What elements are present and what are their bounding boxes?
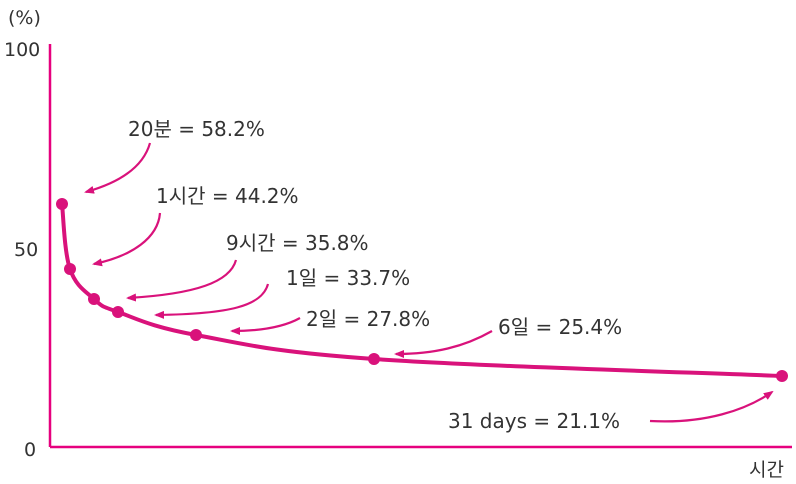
annotation-arrow [649, 390, 774, 423]
annotation-arrow [394, 330, 493, 358]
data-label: 20분 = 58.2% [128, 117, 265, 141]
data-point [190, 329, 202, 341]
data-point [112, 306, 124, 318]
annotation-arrow [92, 212, 162, 267]
data-label: 1시간 = 44.2% [156, 184, 299, 208]
y-tick-label: 50 [14, 239, 38, 261]
annotation-arrow [84, 142, 152, 194]
annotation-arrow [230, 317, 301, 335]
data-label: 9시간 = 35.8% [226, 231, 369, 255]
y-axis-label: (%) [8, 7, 41, 29]
data-label: 1일 = 33.7% [286, 266, 410, 290]
data-label: 2일 = 27.8% [306, 307, 430, 331]
data-point [368, 353, 380, 365]
data-point [56, 198, 68, 210]
annotation-arrow [154, 283, 270, 319]
annotation-arrow [126, 259, 238, 302]
data-point [776, 370, 788, 382]
data-label: 6일 = 25.4% [498, 315, 622, 339]
data-label: 31 days = 21.1% [448, 409, 620, 433]
x-axis-label: 시간 [749, 459, 784, 481]
data-point [64, 263, 76, 275]
y-tick-label: 0 [24, 439, 36, 461]
data-point [88, 293, 100, 305]
retention-curve [60, 202, 784, 378]
y-tick-label: 100 [4, 39, 40, 61]
